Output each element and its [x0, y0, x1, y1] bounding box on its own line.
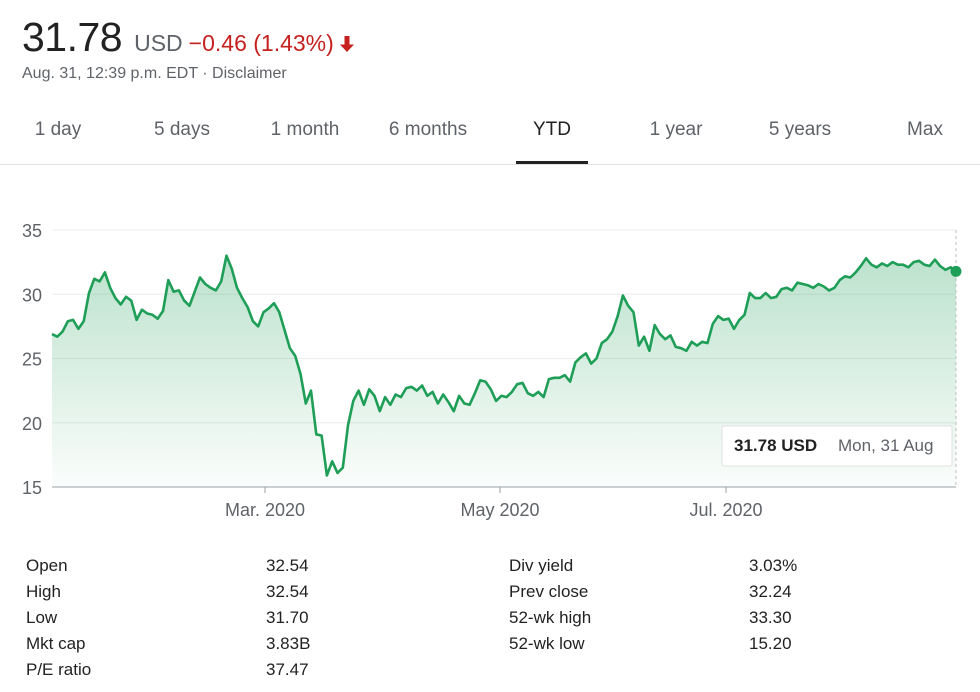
stat-value-mkt-cap: 3.83B	[266, 634, 311, 653]
tab-ytd[interactable]: YTD	[516, 100, 588, 164]
stat-value-pe-ratio: 37.47	[266, 660, 309, 679]
tooltip-date: Mon, 31 Aug	[838, 436, 933, 455]
stat-label-52-wk-high: 52-wk high	[509, 608, 592, 627]
stat-value-high: 32.54	[266, 582, 309, 601]
timestamp-text: Aug. 31, 12:39 p.m. EDT	[22, 65, 198, 82]
tab-1-day[interactable]: 1 day	[34, 119, 82, 140]
y-tick-label: 15	[22, 478, 42, 498]
tab-5-days[interactable]: 5 days	[154, 119, 210, 140]
tab-max[interactable]: Max	[907, 119, 943, 140]
currency-label: USD	[134, 30, 183, 56]
tab-5-years[interactable]: 5 years	[768, 119, 832, 140]
quote-timestamp: Aug. 31, 12:39 p.m. EDT · Disclaimer	[22, 65, 354, 83]
x-tick-label: May 2020	[460, 500, 539, 520]
price-row: 31.78 USD −0.46 (1.43%)	[22, 14, 354, 61]
price-chart[interactable]: 35 30 25 20 15 Mar. 2020 May 2020 Jul. 2020 31.7…	[0, 200, 980, 530]
quote-header: 31.78 USD −0.46 (1.43%) Aug. 31, 12:39 p…	[22, 14, 354, 83]
tooltip-box	[721, 425, 953, 467]
stat-label-pe-ratio: P/E ratio	[26, 660, 92, 679]
y-tick-label: 35	[22, 221, 42, 241]
current-price: 31.78	[22, 14, 123, 60]
stat-value-div-yield: 3.03%	[749, 556, 798, 575]
y-tick-label: 20	[22, 414, 42, 434]
stat-label-mkt-cap: Mkt cap	[26, 634, 86, 653]
x-tick-label: Mar. 2020	[225, 500, 305, 520]
arrow-down-icon	[339, 36, 354, 52]
price-line	[51, 254, 957, 477]
x-tick-label: Jul. 2020	[689, 500, 762, 520]
stat-value-52-wk-low: 15.20	[749, 634, 792, 653]
y-tick-label: 25	[22, 350, 42, 370]
stat-label-open: Open	[26, 556, 68, 575]
stat-value-prev-close: 32.24	[749, 582, 792, 601]
timestamp-separator: ·	[197, 65, 213, 82]
stat-label-high: High	[26, 582, 61, 601]
last-price-point	[950, 265, 962, 277]
stat-label-prev-close: Prev close	[509, 582, 589, 601]
stat-value-open: 32.54	[266, 556, 309, 575]
stat-value-52-wk-high: 33.30	[749, 608, 792, 627]
tooltip-price: 31.78 USD	[734, 436, 817, 455]
y-tick-label: 30	[22, 285, 42, 305]
stat-label-low: Low	[26, 608, 58, 627]
disclaimer-link[interactable]: Disclaimer	[212, 65, 287, 82]
range-tabs: 1 day 5 days 1 month 6 months YTD 1 year…	[0, 100, 980, 165]
price-change: −0.46 (1.43%)	[188, 30, 334, 56]
stat-value-low: 31.70	[266, 608, 309, 627]
tab-1-month[interactable]: 1 month	[270, 119, 340, 140]
stat-label-div-yield: Div yield	[509, 556, 574, 575]
tab-6-months[interactable]: 6 months	[388, 119, 468, 140]
tab-1-year[interactable]: 1 year	[649, 119, 703, 140]
stat-label-52-wk-low: 52-wk low	[509, 634, 585, 653]
